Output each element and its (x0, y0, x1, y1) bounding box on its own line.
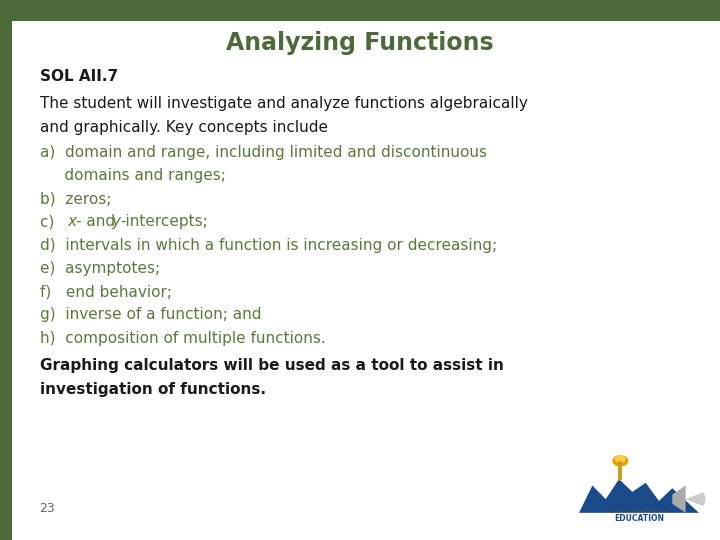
Text: g)  inverse of a function; and: g) inverse of a function; and (40, 307, 261, 322)
Bar (0, 21, 12, 540)
Text: 23: 23 (40, 502, 55, 515)
Text: investigation of functions.: investigation of functions. (40, 382, 266, 397)
Bar (0, 0, 720, 21)
Text: f)   end behavior;: f) end behavior; (40, 284, 171, 299)
Wedge shape (685, 492, 706, 506)
Text: d)  intervals in which a function is increasing or decreasing;: d) intervals in which a function is incr… (40, 238, 497, 253)
Polygon shape (579, 479, 699, 513)
Text: domains and ranges;: domains and ranges; (40, 168, 225, 183)
Text: - and: - and (76, 214, 120, 230)
Text: -intercepts;: -intercepts; (120, 214, 208, 230)
Polygon shape (672, 485, 685, 513)
Text: VIRGINIA DEPARTMENT OF: VIRGINIA DEPARTMENT OF (611, 510, 667, 515)
Text: Analyzing Functions: Analyzing Functions (226, 31, 494, 55)
Text: a)  domain and range, including limited and discontinuous: a) domain and range, including limited a… (40, 145, 487, 160)
Text: and graphically. Key concepts include: and graphically. Key concepts include (40, 120, 328, 135)
Text: Graphing calculators will be used as a tool to assist in: Graphing calculators will be used as a t… (40, 358, 503, 373)
Circle shape (616, 456, 625, 462)
Text: h)  composition of multiple functions.: h) composition of multiple functions. (40, 330, 325, 346)
Text: e)  asymptotes;: e) asymptotes; (40, 261, 160, 276)
Text: EDUCATION: EDUCATION (614, 514, 664, 523)
Text: b)  zeros;: b) zeros; (40, 191, 111, 206)
Text: x: x (67, 214, 76, 230)
Text: c): c) (40, 214, 59, 230)
Circle shape (613, 456, 628, 466)
Text: SOL AII.7: SOL AII.7 (40, 69, 118, 84)
Text: y: y (112, 214, 121, 230)
Text: The student will investigate and analyze functions algebraically: The student will investigate and analyze… (40, 96, 528, 111)
